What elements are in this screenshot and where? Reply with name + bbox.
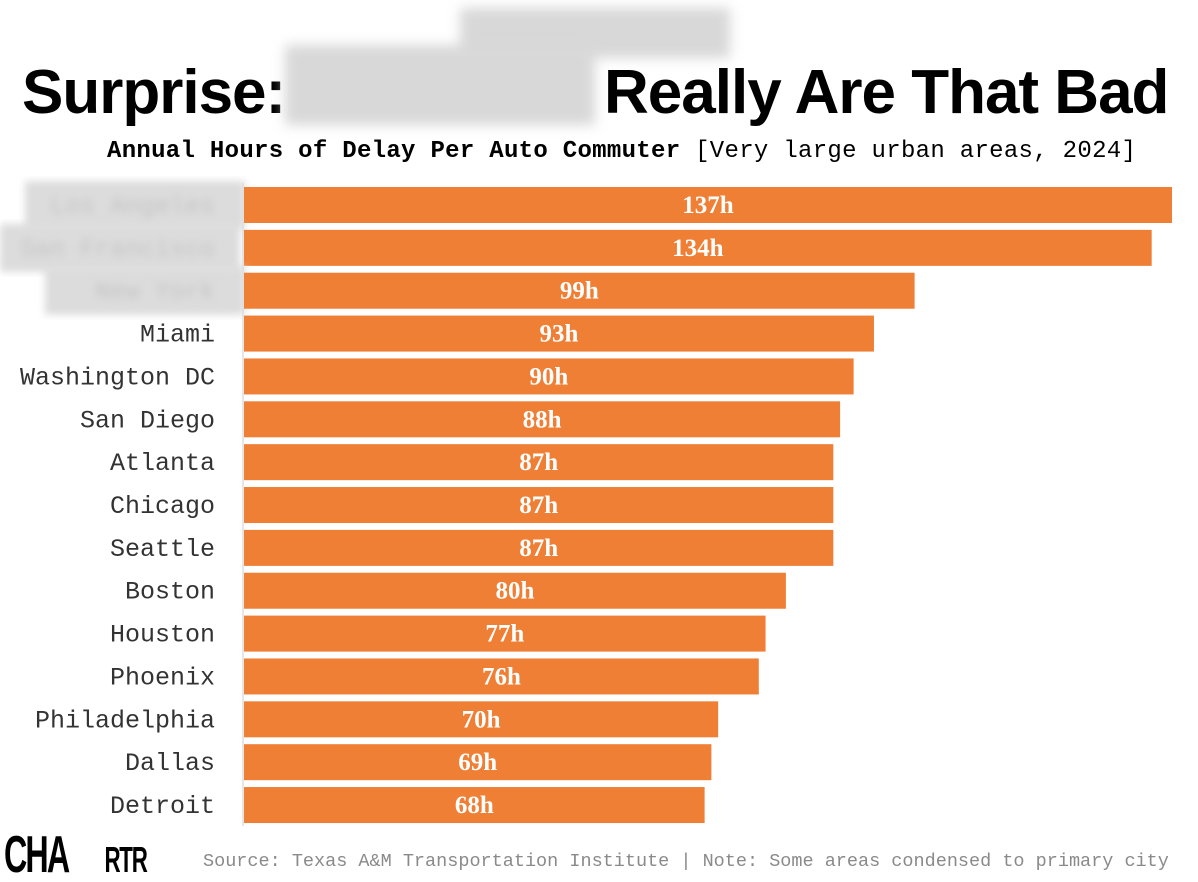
chart-title-right: Really Are That Bad xyxy=(604,58,1169,127)
bar xyxy=(244,615,766,652)
chart-title-left: Surprise: xyxy=(22,58,286,127)
category-label: Washington DC xyxy=(20,363,215,392)
bar xyxy=(244,187,1172,223)
value-label: 76h xyxy=(482,663,521,690)
bar xyxy=(244,529,834,566)
bar xyxy=(244,272,915,309)
value-label: 69h xyxy=(458,749,497,776)
source-note: Source: Texas A&M Transportation Institu… xyxy=(203,851,1169,872)
value-label: 70h xyxy=(462,706,501,733)
value-label: 93h xyxy=(540,321,579,348)
value-label: 87h xyxy=(519,535,558,562)
category-label: New York xyxy=(95,278,215,307)
category-label: Detroit xyxy=(110,792,215,821)
category-label: Dallas xyxy=(125,749,215,778)
redacted-label-bg xyxy=(45,266,245,315)
chart-subtitle: Annual Hours of Delay Per Auto Commuter … xyxy=(107,138,1136,165)
category-label: Houston xyxy=(110,621,215,650)
category-label: Seattle xyxy=(110,535,215,564)
bar xyxy=(244,444,834,481)
value-label: 99h xyxy=(560,278,599,305)
value-label: 87h xyxy=(519,492,558,519)
subtitle-main: Annual Hours of Delay Per Auto Commuter xyxy=(107,138,681,165)
bar xyxy=(244,229,1152,266)
redacted-label-bg xyxy=(0,223,240,272)
category-label: Boston xyxy=(125,578,215,607)
category-label: Los Angeles xyxy=(50,192,215,221)
value-label: 80h xyxy=(495,578,534,605)
redacted-label-bg xyxy=(25,181,245,229)
value-label: 134h xyxy=(672,235,724,262)
category-label: Philadelphia xyxy=(35,706,215,735)
chartr-logo: CHA RTR xyxy=(4,826,149,878)
svg-text:CHA: CHA xyxy=(4,826,70,878)
category-label: San Francisco xyxy=(20,235,215,264)
value-label: 90h xyxy=(529,363,568,390)
redacted-title-word xyxy=(285,45,595,125)
bar xyxy=(244,701,719,738)
bar xyxy=(244,572,786,609)
value-label: 77h xyxy=(485,621,524,648)
value-label: 68h xyxy=(455,792,494,819)
category-label: Phoenix xyxy=(110,663,215,692)
value-label: 88h xyxy=(523,406,562,433)
subtitle-bracket: [Very large urban areas, 2024] xyxy=(695,138,1137,165)
category-label: Miami xyxy=(140,321,215,350)
bar xyxy=(244,315,874,352)
bar xyxy=(244,487,834,524)
bar xyxy=(244,658,759,695)
bar xyxy=(244,744,712,781)
category-label: San Diego xyxy=(80,406,215,435)
bar xyxy=(244,358,854,395)
category-label: Atlanta xyxy=(110,449,215,478)
category-label: Chicago xyxy=(110,492,215,521)
bar xyxy=(244,401,841,438)
svg-text:RTR: RTR xyxy=(104,841,147,878)
value-label: 137h xyxy=(682,192,734,219)
value-label: 87h xyxy=(519,449,558,476)
bar xyxy=(244,787,705,824)
